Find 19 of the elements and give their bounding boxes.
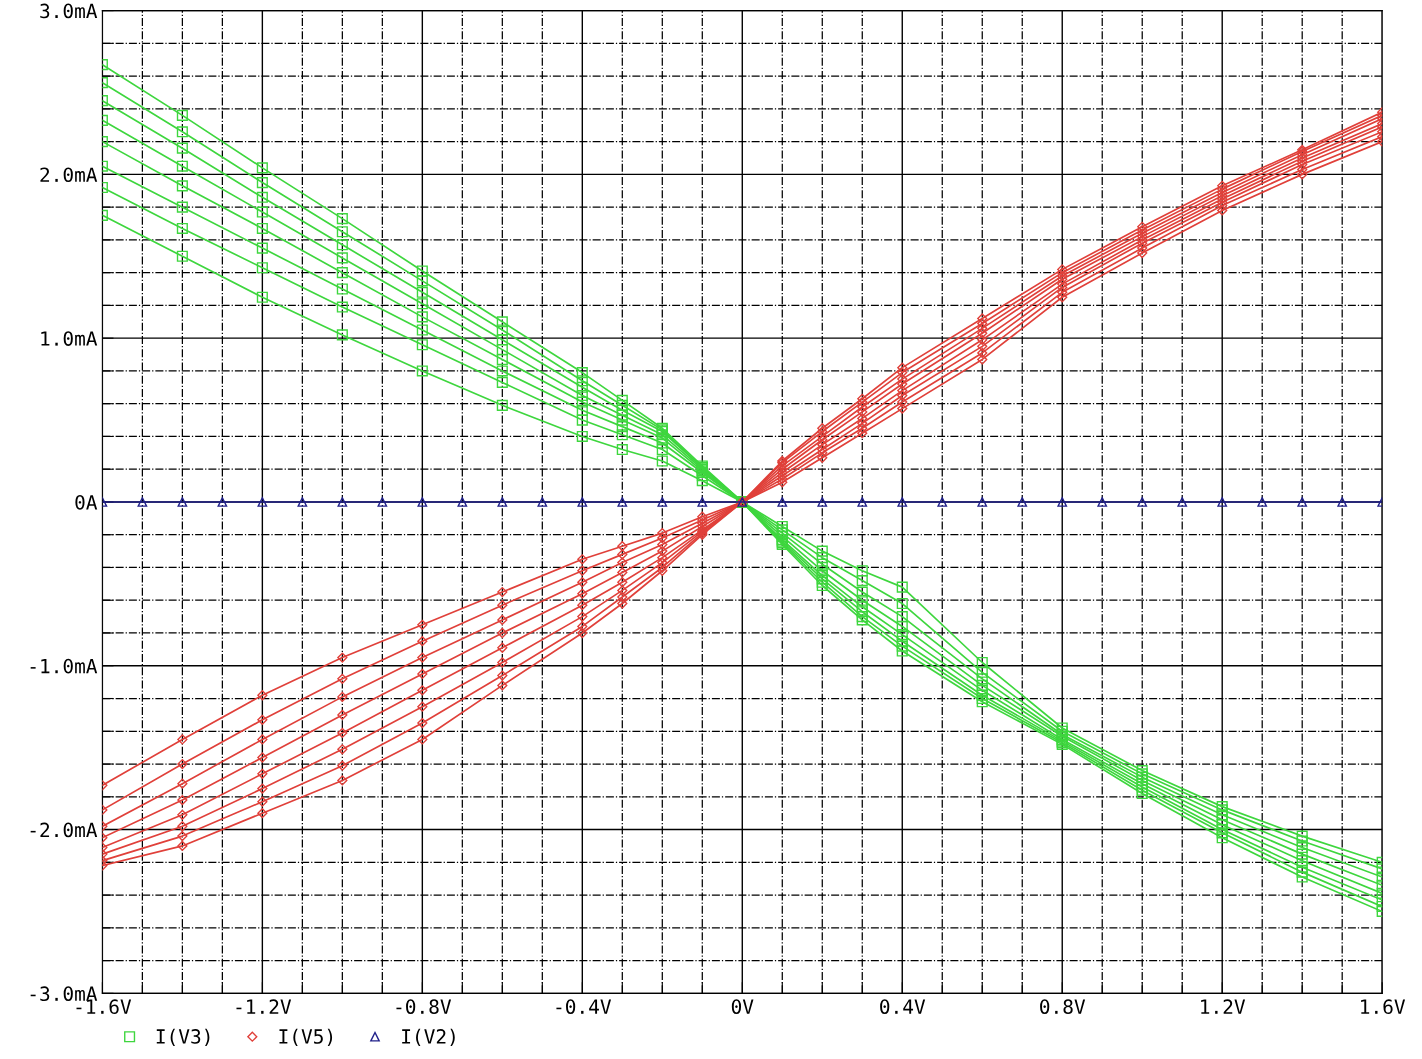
y-tick-label: 0A [75,494,98,510]
x-tick-label: 0V [731,999,754,1015]
y-tick-label: 2.0mA [40,167,98,183]
x-tick-label: 0.4V [880,999,926,1015]
y-tick-label: 1.0mA [41,331,98,346]
x-tick-label: 0.8V [1040,999,1086,1015]
legend-label: I(V3) [156,1028,210,1047]
x-tick-label: 1.2V [1201,999,1246,1014]
x-tick-label: -1.2V [236,999,292,1014]
y-tick-label: -1.0mA [30,658,98,674]
legend-label: I(V2) [402,1028,455,1047]
y-tick-label: -3.0mA [30,986,98,1002]
x-tick-label: -0.8V [396,999,452,1015]
y-tick-label: -2.0mA [30,822,98,838]
x-tick-label: -1.6V [76,999,132,1015]
x-tick-label: 1.6V [1361,999,1406,1015]
legend-label: I(V5) [279,1028,333,1047]
x-tick-label: -0.4V [556,999,612,1015]
y-tick-label: 3.0mA [40,3,98,19]
